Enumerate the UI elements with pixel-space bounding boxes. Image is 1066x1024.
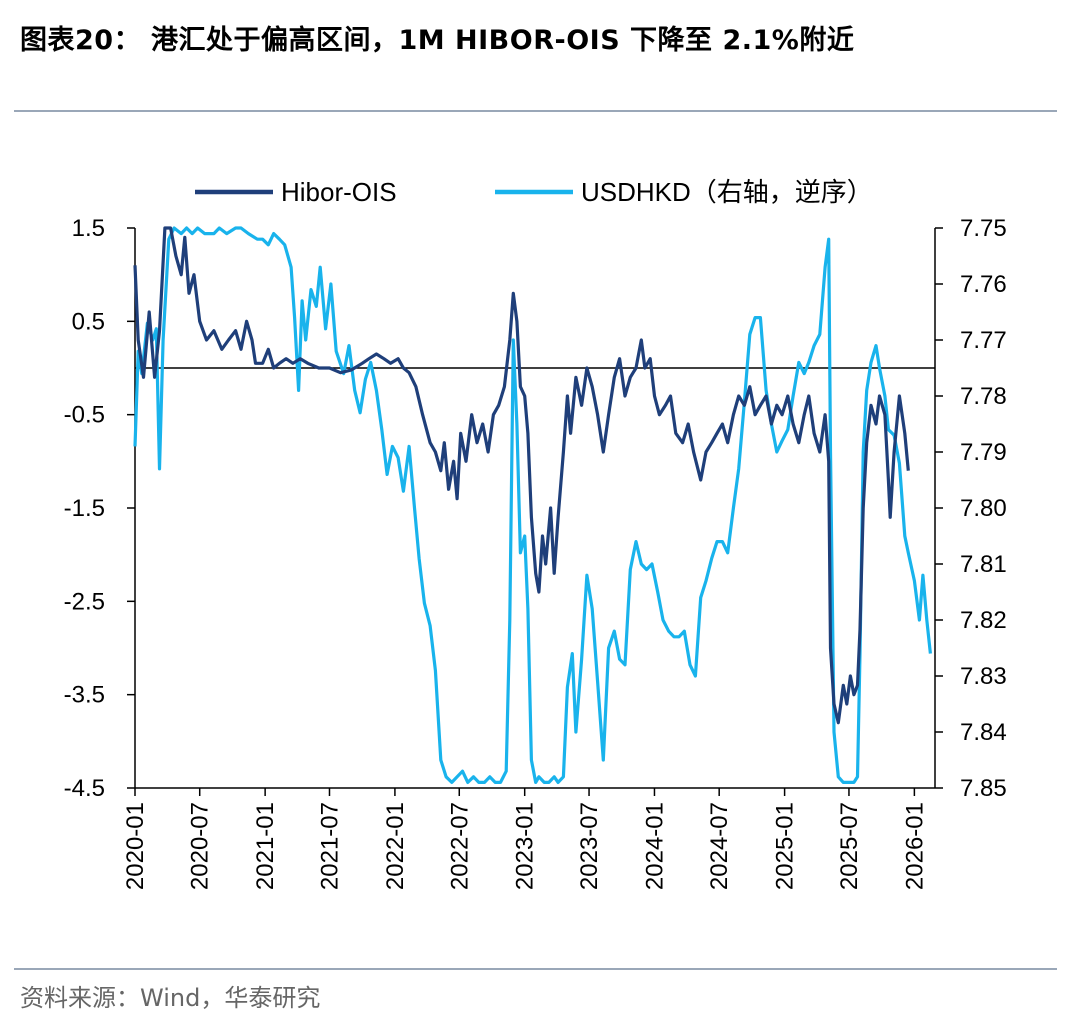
x-tick-label: 2024-07 (706, 802, 733, 890)
series-line-hibor-ois (133, 226, 910, 725)
series-lines (133, 226, 932, 784)
y-left-tick-label: -1.5 (64, 495, 105, 522)
y-right-tick-label: 7.79 (960, 439, 1007, 466)
y-left-tick-label: 0.5 (72, 308, 105, 335)
x-tick-label: 2023-07 (576, 802, 603, 890)
x-tick-label: 2021-07 (316, 802, 343, 890)
y-left-tick-label: -2.5 (64, 588, 105, 615)
x-tick-label: 2025-07 (836, 802, 863, 890)
y-right-tick-label: 7.77 (960, 327, 1007, 354)
x-tick-label: 2022-07 (446, 802, 473, 890)
y-right-tick-label: 7.85 (960, 775, 1007, 802)
series-line-usdhkd (133, 226, 932, 784)
legend: Hibor-OIS USDHKD（右轴，逆序） (195, 177, 873, 207)
y-right-tick-label: 7.76 (960, 271, 1007, 298)
chart-svg: Hibor-OIS USDHKD（右轴，逆序） 1.5 0.5 -0.5 -1.5 -2.… (64, 177, 1007, 890)
legend-label-usdhkd: USDHKD（右轴，逆序） (581, 177, 873, 207)
legend-label-hibor-ois: Hibor-OIS (281, 177, 397, 207)
y-right-tick-label: 7.80 (960, 495, 1007, 522)
x-tick-label: 2025-01 (772, 802, 799, 890)
source-note: 资料来源：Wind，华泰研究 (20, 984, 321, 1012)
x-tick-label: 2021-01 (252, 802, 279, 890)
y-left-tick-label: 1.5 (72, 215, 105, 242)
y-left-tick-label: -4.5 (64, 775, 105, 802)
x-tick-label: 2026-01 (901, 802, 928, 890)
y-right-tick-label: 7.83 (960, 663, 1007, 690)
figure-title: 图表20： 港汇处于偏高区间，1M HIBOR-OIS 下降至 2.1%附近 (20, 25, 855, 56)
y-right-tick-label: 7.82 (960, 607, 1007, 634)
axes: 1.5 0.5 -0.5 -1.5 -2.5 -3.5 -4.5 7.75 7.76 7.77 7.… (64, 215, 1007, 890)
bottom-divider (14, 968, 1057, 970)
top-divider (14, 110, 1057, 112)
x-tick-label: 2020-01 (122, 802, 149, 890)
y-left-tick-label: -0.5 (64, 402, 105, 429)
y-right-tick-label: 7.84 (960, 719, 1007, 746)
x-tick-label: 2023-01 (512, 802, 539, 890)
x-tick-label: 2020-07 (187, 802, 214, 890)
y-right-tick-label: 7.78 (960, 383, 1007, 410)
x-tick-label: 2024-01 (641, 802, 668, 890)
y-left-tick-label: -3.5 (64, 682, 105, 709)
y-right-tick-label: 7.81 (960, 551, 1007, 578)
x-tick-label: 2022-01 (382, 802, 409, 890)
y-right-tick-label: 7.75 (960, 215, 1007, 242)
